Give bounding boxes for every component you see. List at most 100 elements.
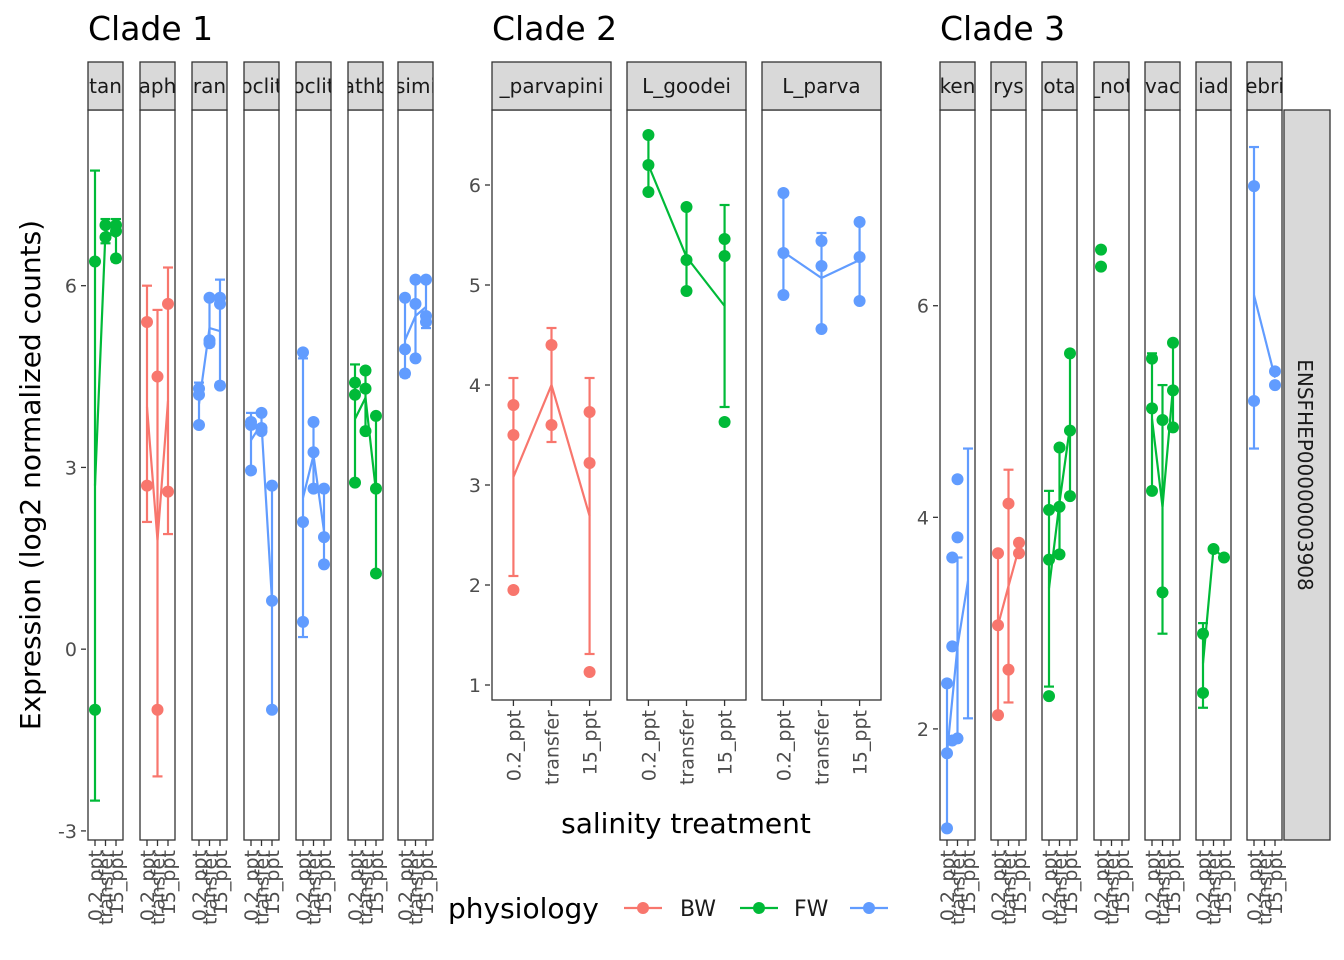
data-point	[1064, 347, 1076, 360]
facet-strip-label: ken	[940, 74, 976, 98]
x-tick-label: 0.2_ppt	[189, 850, 211, 921]
data-point	[951, 531, 964, 544]
data-point	[545, 419, 558, 431]
legend-label: FW	[794, 897, 829, 922]
data-point	[359, 382, 372, 395]
mean-line	[782, 251, 861, 280]
x-tick-label: 0.2_ppt	[137, 850, 159, 921]
facet-strip-label: _parvapini	[499, 74, 604, 98]
x-tick-label: 0.2_ppt	[1244, 850, 1266, 921]
panel-marks	[1248, 145, 1281, 450]
facet-panel	[626, 109, 747, 701]
x-tick-label: transfer	[148, 850, 170, 925]
data-point	[992, 619, 1004, 632]
y-tick-label: 6	[917, 296, 929, 318]
x-tick-label: 15_ppt	[958, 850, 980, 915]
data-point	[1167, 336, 1179, 349]
facet-strip	[626, 61, 747, 111]
facet-strip	[1041, 61, 1078, 111]
x-tick-label: transfer	[1204, 850, 1226, 925]
data-point	[1248, 180, 1260, 193]
facet-strip	[295, 61, 332, 111]
mean-line	[512, 381, 591, 517]
data-point	[245, 419, 257, 432]
data-point	[1002, 497, 1015, 510]
data-point	[193, 419, 205, 432]
y-tick-label: 3	[469, 475, 481, 497]
panel-marks	[642, 129, 731, 428]
data-point	[853, 251, 866, 263]
x-tick-label: 0.2_ppt	[1193, 850, 1215, 921]
x-tick-label: transfer	[406, 850, 428, 925]
data-point	[642, 159, 655, 171]
data-point	[507, 584, 520, 596]
data-point	[583, 457, 596, 469]
data-point	[1064, 490, 1076, 503]
x-tick-label: transfer	[304, 850, 326, 925]
x-tick-label: transfer	[542, 710, 564, 785]
facet-strip-label: athb	[343, 74, 388, 98]
data-point	[941, 747, 953, 760]
data-point	[89, 703, 101, 716]
x-tick-label: 0.2_ppt	[241, 850, 263, 921]
x-tick-label: 15_ppt	[1214, 850, 1236, 915]
panel-marks	[399, 273, 432, 380]
data-point	[89, 255, 101, 268]
x-tick-label: transfer	[812, 710, 834, 785]
facet-strip-label: tan	[89, 74, 122, 98]
y-tick-label: 6	[469, 175, 481, 197]
data-point	[853, 295, 866, 307]
facet-strip	[990, 61, 1027, 111]
facet-strip	[1246, 61, 1283, 111]
panel-marks	[1146, 336, 1179, 635]
data-point	[1269, 379, 1281, 392]
x-tick-label: transfer	[1153, 850, 1175, 925]
y-tick-label: 2	[469, 575, 481, 597]
data-point	[1146, 402, 1158, 415]
data-point	[162, 297, 174, 310]
x-tick-label: 0.2_ppt	[503, 710, 525, 781]
data-point	[642, 186, 655, 198]
data-point	[777, 289, 790, 301]
data-point	[359, 425, 372, 438]
y-tick-label: 3	[65, 457, 77, 479]
panel-marks	[992, 468, 1025, 722]
data-point	[203, 291, 216, 304]
data-point	[1064, 424, 1076, 437]
data-point	[815, 235, 828, 247]
data-point	[1002, 663, 1015, 676]
x-tick-label: 15_ppt	[106, 850, 128, 915]
data-point	[141, 316, 153, 329]
facet-strip	[1195, 61, 1232, 111]
facet-strip	[347, 61, 384, 111]
data-point	[307, 482, 320, 495]
x-tick-label: 15_ppt	[715, 710, 737, 775]
facet-strip-label: aph	[139, 74, 177, 98]
x-tick-label: transfer	[96, 850, 118, 925]
x-tick-label: 15_ppt	[210, 850, 232, 915]
data-point	[214, 379, 226, 392]
y-tick-label: 4	[917, 507, 929, 529]
y-tick-label: 5	[469, 275, 481, 297]
x-tick-label: 15_ppt	[314, 850, 336, 915]
data-point	[815, 323, 828, 335]
data-point	[946, 551, 959, 564]
facet-strip	[1144, 61, 1181, 111]
data-point	[349, 476, 361, 489]
panel-marks	[941, 447, 973, 835]
data-point	[255, 425, 268, 438]
data-point	[1167, 384, 1179, 397]
x-tick-label: 15_ppt	[580, 710, 602, 775]
facet-panel	[1195, 109, 1232, 841]
x-tick-label: 15_ppt	[1163, 850, 1185, 915]
data-point	[545, 339, 558, 351]
x-tick-label: transfer	[999, 850, 1021, 925]
data-point	[370, 482, 382, 495]
panel-marks	[1197, 543, 1230, 709]
y-tick-label: 6	[65, 276, 77, 298]
facet-strip	[397, 61, 434, 111]
x-tick-label: 15_ppt	[262, 850, 284, 915]
panel-marks	[1043, 347, 1076, 703]
